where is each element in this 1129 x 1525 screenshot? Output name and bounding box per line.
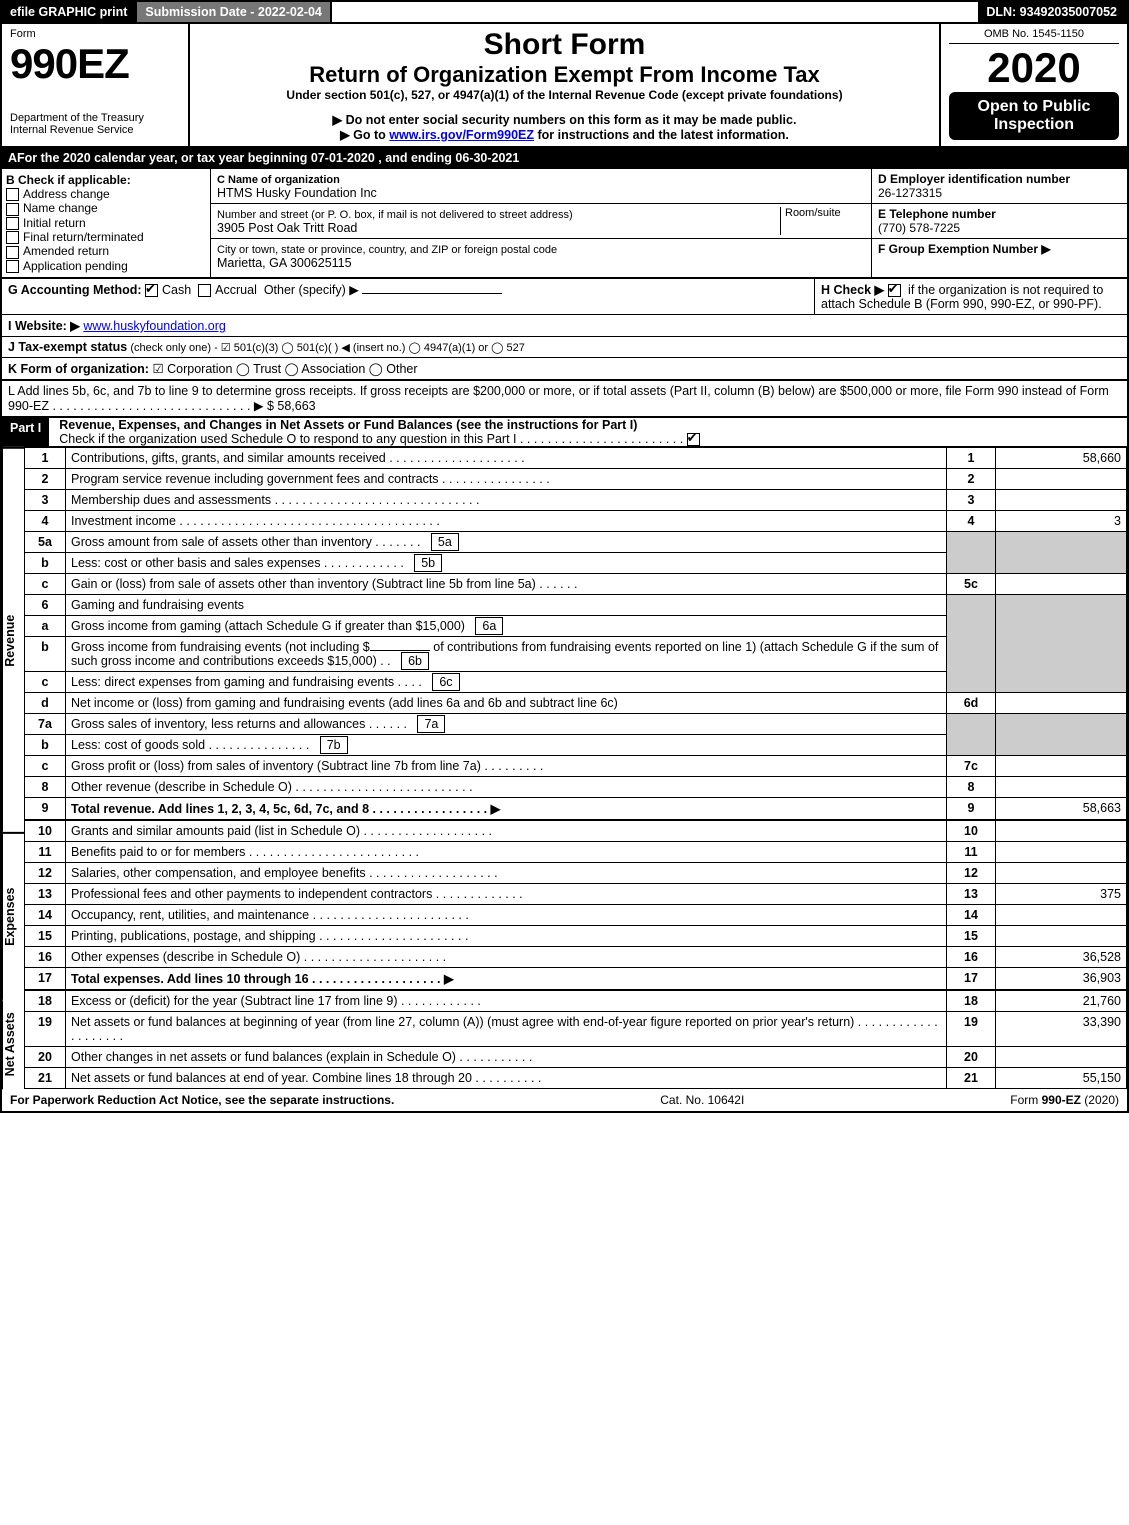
- ein: 26-1273315: [878, 186, 942, 200]
- phone: (770) 578-7225: [878, 221, 960, 235]
- chk-name[interactable]: [6, 203, 19, 216]
- l-text: L Add lines 5b, 6c, and 7b to line 9 to …: [8, 384, 1109, 413]
- chk-initial[interactable]: [6, 217, 19, 230]
- line-i: I Website: ▶ www.huskyfoundation.org: [0, 315, 1129, 337]
- part1-title: Revenue, Expenses, and Changes in Net As…: [59, 418, 637, 432]
- chk-scho[interactable]: [687, 433, 700, 446]
- submission-date: Submission Date - 2022-02-04: [137, 2, 331, 22]
- f-label: F Group Exemption Number ▶: [878, 242, 1051, 256]
- j-rest: (check only one) - ☑ 501(c)(3) ◯ 501(c)(…: [127, 342, 525, 354]
- title-under: Under section 501(c), 527, or 4947(a)(1)…: [198, 88, 931, 102]
- form-label: Form: [10, 28, 180, 40]
- k-rest: ☑ Corporation ◯ Trust ◯ Association ◯ Ot…: [149, 362, 418, 376]
- line-k: K Form of organization: ☑ Corporation ◯ …: [0, 358, 1129, 381]
- c-street-label: Number and street (or P. O. box, if mail…: [217, 209, 573, 221]
- title-warn: ▶ Do not enter social security numbers o…: [198, 112, 931, 127]
- topbar: efile GRAPHIC print Submission Date - 20…: [0, 0, 1129, 24]
- side-rev: Revenue: [2, 447, 24, 832]
- dept-treasury: Department of the Treasury: [10, 112, 180, 124]
- org-city: Marietta, GA 300625115: [217, 256, 352, 270]
- k-label: K Form of organization:: [8, 362, 149, 376]
- side-exp: Expenses: [2, 832, 24, 1000]
- footer-right: Form 990-EZ (2020): [1010, 1093, 1119, 1107]
- box-c: C Name of organization HTMS Husky Founda…: [211, 169, 871, 277]
- line-g-h: G Accounting Method: Cash Accrual Other …: [0, 279, 1129, 315]
- chk-address[interactable]: [6, 188, 19, 201]
- part1-bar: Part I Revenue, Expenses, and Changes in…: [0, 418, 1129, 447]
- efile-label: efile GRAPHIC print: [2, 2, 137, 22]
- c-name-label: C Name of organization: [217, 174, 340, 186]
- chk-schedb[interactable]: [888, 284, 901, 297]
- line-l: L Add lines 5b, 6c, and 7b to line 9 to …: [0, 381, 1129, 418]
- part1-table: 1Contributions, gifts, grants, and simil…: [24, 447, 1127, 1089]
- l-amt: 58,663: [277, 399, 315, 413]
- chk-amended[interactable]: [6, 246, 19, 259]
- j-label: J Tax-exempt status: [8, 340, 127, 354]
- form-number: 990EZ: [10, 40, 180, 88]
- title-short: Short Form: [198, 28, 931, 62]
- box-b-title: B Check if applicable:: [6, 173, 206, 187]
- open-inspection: Open to Public Inspection: [949, 92, 1119, 140]
- footer-mid: Cat. No. 10642I: [660, 1093, 744, 1107]
- box-def: D Employer identification number 26-1273…: [871, 169, 1127, 277]
- part1-label: Part I: [2, 418, 49, 446]
- chk-pending[interactable]: [6, 260, 19, 273]
- part1-sub: Check if the organization used Schedule …: [59, 432, 683, 446]
- e-label: E Telephone number: [878, 207, 996, 221]
- i-label: I Website: ▶: [8, 319, 80, 333]
- omb: OMB No. 1545-1150: [949, 28, 1119, 44]
- org-name: HTMS Husky Foundation Inc: [217, 186, 377, 200]
- room-label: Room/suite: [780, 207, 865, 235]
- footer: For Paperwork Reduction Act Notice, see …: [0, 1089, 1129, 1113]
- dln: DLN: 93492035007052: [978, 2, 1127, 22]
- chk-final[interactable]: [6, 231, 19, 244]
- org-street: 3905 Post Oak Tritt Road: [217, 221, 357, 235]
- d-label: D Employer identification number: [878, 172, 1070, 186]
- entity-block: B Check if applicable: Address change Na…: [0, 169, 1129, 279]
- goto-link[interactable]: www.irs.gov/Form990EZ: [389, 128, 534, 142]
- footer-left: For Paperwork Reduction Act Notice, see …: [10, 1093, 394, 1107]
- tax-year: 2020: [949, 44, 1119, 92]
- header: Form 990EZ Department of the Treasury In…: [0, 24, 1129, 148]
- line-a: A For the 2020 calendar year, or tax yea…: [0, 148, 1129, 169]
- line-j: J Tax-exempt status (check only one) - ☑…: [0, 337, 1129, 358]
- irs-label: Internal Revenue Service: [10, 124, 180, 136]
- g-label: G Accounting Method:: [8, 283, 142, 297]
- title-goto: ▶ Go to www.irs.gov/Form990EZ for instru…: [198, 127, 931, 142]
- side-net: Net Assets: [2, 1000, 24, 1089]
- chk-cash[interactable]: [145, 284, 158, 297]
- c-city-label: City or town, state or province, country…: [217, 244, 557, 256]
- chk-accrual[interactable]: [198, 284, 211, 297]
- box-b: B Check if applicable: Address change Na…: [2, 169, 211, 277]
- title-return: Return of Organization Exempt From Incom…: [198, 62, 931, 88]
- h-pre: H Check ▶: [821, 283, 888, 297]
- website-link[interactable]: www.huskyfoundation.org: [83, 319, 225, 333]
